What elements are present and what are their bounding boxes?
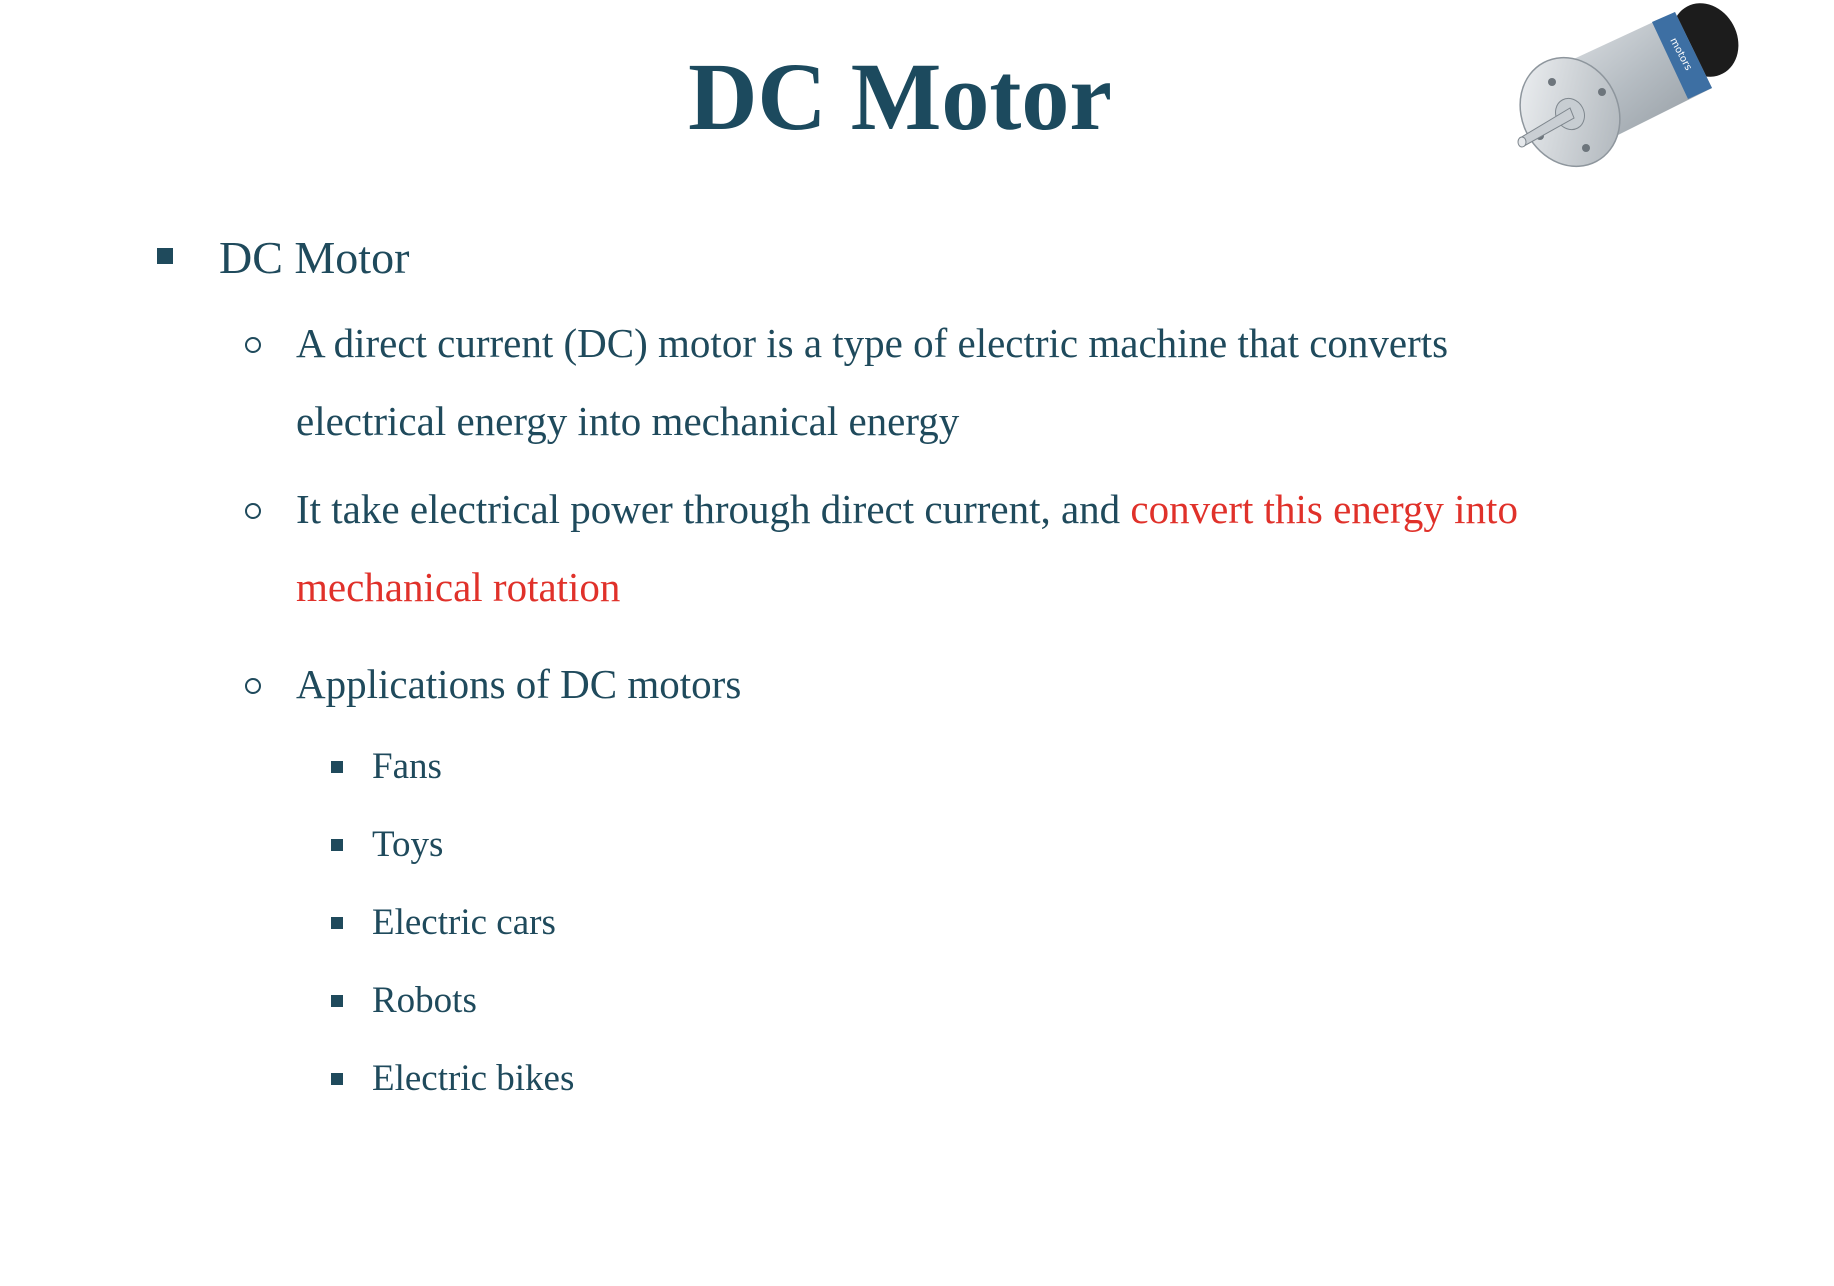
item2-line1-plain: It take electrical power through direct … [296, 486, 1131, 532]
subbullet-square-icon [331, 761, 343, 773]
subitem-robots: Robots [372, 980, 477, 1021]
item2-line1: It take electrical power through direct … [296, 470, 1518, 548]
subitem-electric-cars: Electric cars [372, 902, 556, 943]
subbullet-square-icon [331, 917, 343, 929]
subbullet-square-icon [331, 839, 343, 851]
item2-line1-highlight: convert this energy into [1130, 486, 1518, 532]
item1-line2: electrical energy into mechanical energy [296, 398, 960, 444]
subitem-toys: Toys [372, 824, 444, 865]
subitem-fans: Fans [372, 746, 442, 787]
dc-motor-image: motors [1517, 3, 1739, 168]
bullet-circle-icon [245, 678, 261, 694]
item3-line1: Applications of DC motors [296, 661, 742, 707]
bullet-square-icon [157, 248, 173, 264]
bullet-label: DC Motor [219, 232, 410, 283]
bullet-circle-icon [245, 503, 261, 519]
subbullet-square-icon [331, 995, 343, 1007]
subbullet-square-icon [331, 1073, 343, 1085]
item2-line2-highlight: mechanical rotation [296, 564, 621, 610]
subitem-electric-bikes: Electric bikes [372, 1058, 575, 1099]
bullet-circle-icon [245, 337, 261, 353]
slide-title: DC Motor [688, 43, 1112, 150]
item1-line1: A direct current (DC) motor is a type of… [296, 320, 1449, 366]
